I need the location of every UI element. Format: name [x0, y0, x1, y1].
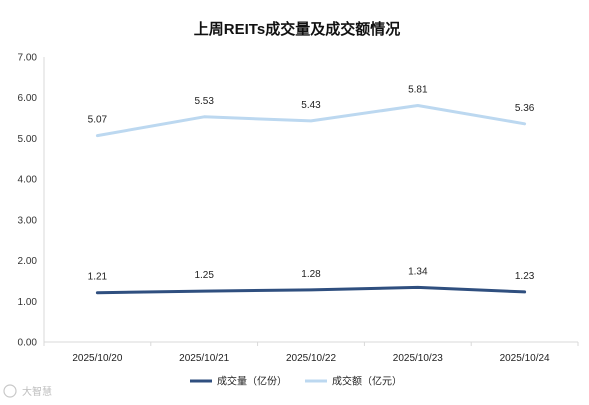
data-label: 5.43	[301, 100, 321, 111]
chart-title: 上周REITs成交量及成交额情况	[194, 20, 400, 38]
tick-labels: 0.00 1.00 2.00 3.00 4.00 5.00 6.00 7.00 2025/10/…	[18, 53, 551, 365]
legend-label: 成交额（亿元）	[332, 375, 402, 388]
series-lines	[95, 104, 527, 295]
x-tick-label: 2025/10/21	[179, 353, 229, 364]
data-label: 5.81	[408, 84, 428, 95]
legend-label: 成交量（亿份）	[217, 375, 287, 388]
axes	[43, 57, 579, 346]
watermark: 大智慧	[3, 384, 52, 398]
series-line-0	[95, 285, 527, 295]
data-label: 5.36	[515, 103, 535, 114]
data-labels: 1.21 1.25 1.28 1.34 1.23 5.07 5.53 5.43 5.81 5.36	[88, 84, 535, 282]
x-tick-label: 2025/10/22	[286, 353, 336, 364]
data-label: 1.21	[88, 272, 108, 283]
x-tick-label: 2025/10/24	[500, 353, 550, 364]
data-label: 1.34	[408, 266, 428, 277]
legend: 成交量（亿份） 成交额（亿元）	[190, 375, 402, 388]
data-label: 1.23	[515, 271, 535, 282]
y-tick-label: 1.00	[18, 297, 38, 308]
data-label: 1.28	[301, 269, 321, 280]
y-tick-label: 4.00	[18, 175, 38, 186]
x-tick-label: 2025/10/20	[72, 353, 122, 364]
data-label: 1.25	[194, 270, 214, 281]
watermark-text: 大智慧	[22, 385, 52, 398]
data-label: 5.07	[88, 115, 108, 126]
y-tick-label: 0.00	[18, 338, 38, 349]
watermark-logo-icon	[3, 384, 17, 398]
data-label: 5.53	[194, 96, 214, 107]
y-tick-label: 6.00	[18, 93, 38, 104]
y-tick-label: 2.00	[18, 256, 38, 267]
x-tick-label: 2025/10/23	[393, 353, 443, 364]
y-tick-label: 5.00	[18, 134, 38, 145]
series-line-1	[95, 104, 527, 138]
y-tick-label: 3.00	[18, 215, 38, 226]
y-tick-label: 7.00	[18, 53, 38, 64]
